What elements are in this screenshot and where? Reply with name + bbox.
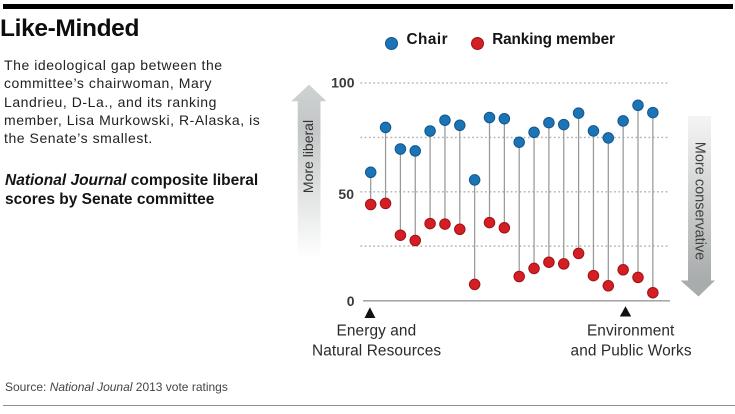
svg-text:More conservative: More conservative	[692, 142, 708, 260]
svg-text:100: 100	[331, 74, 355, 90]
svg-text:0: 0	[347, 293, 355, 309]
svg-text:and Public Works: and Public Works	[571, 342, 692, 359]
svg-text:Energy and: Energy and	[337, 323, 417, 340]
svg-text:More liberal: More liberal	[300, 120, 316, 193]
svg-text:Environment: Environment	[587, 323, 675, 340]
svg-text:50: 50	[338, 186, 354, 202]
svg-text:Natural Resources: Natural Resources	[312, 342, 441, 359]
